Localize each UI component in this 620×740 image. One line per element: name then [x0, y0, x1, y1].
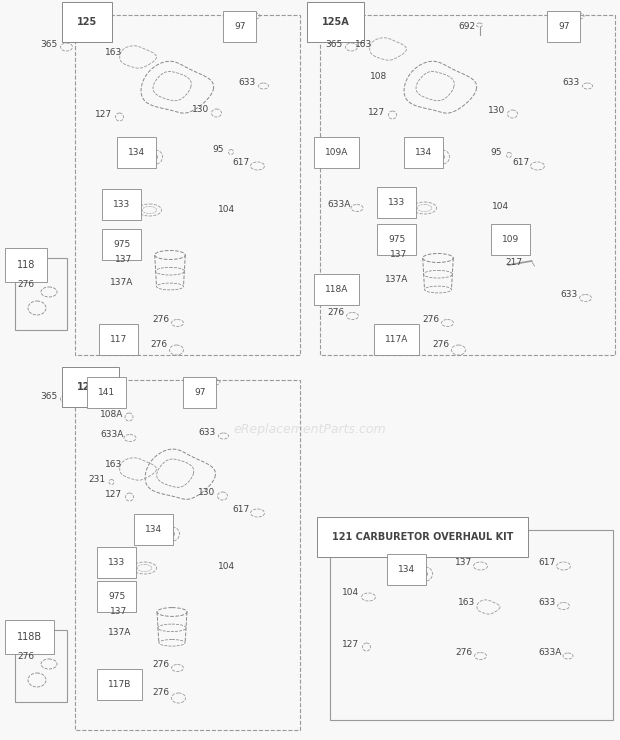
Text: 163: 163 — [105, 460, 122, 469]
Text: 975: 975 — [113, 240, 130, 249]
Text: 134: 134 — [415, 148, 432, 157]
Text: 137: 137 — [115, 255, 132, 264]
Text: 134: 134 — [398, 565, 415, 574]
Text: 276: 276 — [422, 315, 439, 324]
Text: 97: 97 — [234, 22, 246, 31]
Text: 118A: 118A — [325, 285, 348, 294]
Text: 133: 133 — [113, 200, 130, 209]
Text: 108A: 108A — [100, 410, 123, 419]
Text: 692: 692 — [458, 22, 475, 31]
Text: 163: 163 — [105, 48, 122, 57]
Bar — [330, 530, 613, 720]
Text: 133: 133 — [108, 558, 125, 567]
Text: 276: 276 — [432, 340, 449, 349]
Text: 134: 134 — [128, 148, 145, 157]
Text: 117: 117 — [110, 335, 127, 344]
Text: 97: 97 — [558, 22, 570, 31]
Text: 231: 231 — [88, 475, 105, 484]
Text: 365: 365 — [325, 40, 342, 49]
Text: 276: 276 — [327, 308, 344, 317]
Text: 276: 276 — [152, 315, 169, 324]
Text: 130: 130 — [488, 106, 505, 115]
Text: 125: 125 — [77, 17, 97, 27]
Bar — [320, 15, 615, 355]
Bar — [75, 15, 300, 355]
Text: 633A: 633A — [538, 648, 561, 657]
Text: 617: 617 — [538, 558, 556, 567]
Text: 141: 141 — [98, 388, 115, 397]
Text: 276: 276 — [17, 280, 34, 289]
Text: 365: 365 — [40, 392, 57, 401]
Text: 108: 108 — [370, 72, 388, 81]
Text: 121 CARBURETOR OVERHAUL KIT: 121 CARBURETOR OVERHAUL KIT — [332, 532, 513, 542]
Bar — [15, 630, 67, 702]
Text: 617: 617 — [232, 158, 249, 167]
Text: 617: 617 — [232, 505, 249, 514]
Text: 163: 163 — [355, 40, 372, 49]
Text: 137A: 137A — [385, 275, 409, 284]
Text: 217: 217 — [505, 258, 522, 267]
Text: 137: 137 — [390, 250, 407, 259]
Text: 118: 118 — [17, 260, 35, 270]
Text: 109A: 109A — [325, 148, 348, 157]
Text: 117A: 117A — [385, 335, 409, 344]
Text: 975: 975 — [388, 235, 405, 244]
Text: 104: 104 — [218, 205, 235, 214]
Bar — [75, 380, 300, 730]
Text: 276: 276 — [152, 660, 169, 669]
Text: 617: 617 — [512, 158, 529, 167]
Text: 134: 134 — [145, 525, 162, 534]
Text: 633: 633 — [562, 78, 579, 87]
Text: 975: 975 — [108, 592, 125, 601]
Bar — [15, 258, 67, 330]
Text: 633: 633 — [538, 598, 556, 607]
Text: 633A: 633A — [100, 430, 123, 439]
Text: 95: 95 — [212, 145, 223, 154]
Text: 633: 633 — [238, 78, 255, 87]
Text: 276: 276 — [150, 340, 167, 349]
Text: 127: 127 — [342, 640, 359, 649]
Text: 104: 104 — [342, 588, 359, 597]
Text: 137: 137 — [110, 607, 127, 616]
Text: 109: 109 — [502, 235, 520, 244]
Text: 137: 137 — [455, 558, 472, 567]
Text: 137A: 137A — [110, 278, 133, 287]
Text: 127: 127 — [368, 108, 385, 117]
Text: 276: 276 — [17, 652, 34, 661]
Text: 117B: 117B — [108, 680, 131, 689]
Text: 97: 97 — [194, 388, 205, 397]
Text: 104: 104 — [218, 562, 235, 571]
Text: 633: 633 — [198, 428, 215, 437]
Text: 633: 633 — [560, 290, 577, 299]
Text: 365: 365 — [40, 40, 57, 49]
Text: 118B: 118B — [17, 632, 42, 642]
Text: 130: 130 — [198, 488, 215, 497]
Text: 125A: 125A — [322, 17, 350, 27]
Text: 104: 104 — [492, 202, 509, 211]
Text: 633A: 633A — [327, 200, 350, 209]
Text: 133: 133 — [388, 198, 405, 207]
Text: 125B: 125B — [77, 382, 105, 392]
Text: eReplacementParts.com: eReplacementParts.com — [234, 423, 386, 437]
Text: 130: 130 — [192, 105, 210, 114]
Text: 137A: 137A — [108, 628, 131, 637]
Text: 163: 163 — [458, 598, 476, 607]
Text: 276: 276 — [455, 648, 472, 657]
Text: 276: 276 — [152, 688, 169, 697]
Text: 127: 127 — [105, 490, 122, 499]
Text: 95: 95 — [490, 148, 502, 157]
Text: 127: 127 — [95, 110, 112, 119]
